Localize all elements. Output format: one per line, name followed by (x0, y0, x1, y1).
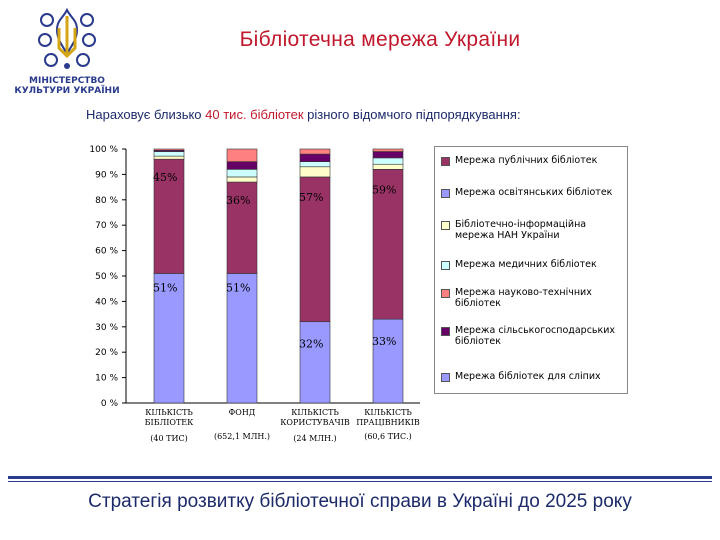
bar-segment (153, 158, 185, 274)
y-tick-label: 100 % (89, 145, 118, 155)
data-label: 36% (226, 194, 250, 207)
data-label: 45% (153, 171, 177, 184)
category-sublabel: (60,6 ТИС.) (364, 432, 412, 441)
bar-segment (226, 273, 258, 404)
y-tick-label: 90 % (95, 170, 118, 180)
bar-segment (372, 169, 404, 320)
legend-swatch (441, 189, 450, 198)
ministry-line-1: МІНІСТЕРСТВО (29, 76, 105, 86)
bar-segment (153, 148, 185, 151)
footer-divider (8, 476, 712, 479)
bar-segment (299, 321, 331, 404)
bar-segment (226, 176, 258, 183)
category-label: КІЛЬКІСТЬ (291, 408, 339, 417)
category-label: ФОНД (229, 408, 256, 417)
legend-label: Мережа бібліотек для сліпих (455, 371, 601, 382)
legend-swatch (441, 157, 450, 166)
bar-segment (299, 166, 331, 178)
ministry-name: МІНІСТЕРСТВО КУЛЬТУРИ УКРАЇНИ (12, 76, 122, 96)
category-sublabel: (24 МЛН.) (293, 434, 336, 443)
legend-swatch (441, 289, 450, 298)
legend-swatch (441, 327, 450, 336)
y-tick-label: 10 % (95, 374, 118, 384)
category-label: КОРИСТУВАЧІВ (280, 418, 350, 427)
bar-segment (299, 148, 331, 155)
legend-label: Мережа публічних бібліотек (455, 155, 598, 166)
subtitle-after: різного відомчого підпорядкування: (303, 107, 521, 122)
category-label: КІЛЬКІСТЬ (364, 408, 412, 417)
data-label: 57% (299, 191, 323, 204)
legend-label: Мережа сільськогосподарських бібліотек (455, 325, 616, 347)
bar-segment (226, 181, 258, 274)
subtitle-highlight: 40 тис. бібліотек (205, 107, 304, 122)
category-sublabel: (40 ТИС) (150, 434, 187, 443)
stacked-bar-chart: 0 % 10 % 20 % 30 % 40 % 50 % 60 % 70 % 80 % 90 % 1… (80, 137, 642, 455)
ministry-logo: МІНІСТЕРСТВО КУЛЬТУРИ УКРАЇНИ (12, 6, 122, 100)
data-label: 32% (299, 338, 323, 351)
ministry-line-2: КУЛЬТУРИ УКРАЇНИ (14, 86, 120, 96)
category-label: БІБЛІОТЕК (145, 418, 194, 427)
footer-divider-thin (8, 481, 712, 482)
data-label: 59% (372, 183, 396, 196)
y-tick-label: 40 % (95, 297, 118, 307)
category-label: КІЛЬКІСТЬ (145, 408, 193, 417)
legend-swatch (441, 261, 450, 270)
legend-swatch (441, 373, 450, 382)
bar-segment (372, 151, 404, 159)
legend-label: Мережа освітянських бібліотек (455, 187, 613, 198)
data-label: 33% (372, 335, 396, 348)
y-tick-label: 60 % (95, 247, 118, 257)
bar-segment (299, 161, 331, 168)
bar-segment (299, 153, 331, 162)
category-sublabel: (652,1 МЛН.) (214, 432, 270, 441)
data-label: 51% (226, 281, 250, 294)
bar-segment (153, 155, 185, 160)
chart-canvas: 0 % 10 % 20 % 30 % 40 % 50 % 60 % 70 % 80 % 90 % 1… (89, 145, 420, 443)
bar-segment (372, 318, 404, 404)
legend-label: Мережа науково-технічних бібліотек (455, 287, 592, 309)
data-label: 51% (153, 281, 177, 294)
bar-segment (226, 161, 258, 170)
bar-segment (372, 148, 404, 152)
y-tick-label: 50 % (95, 272, 118, 282)
legend-swatch (441, 221, 450, 230)
bar-segment (226, 169, 258, 178)
bar-segment (153, 151, 185, 157)
y-tick-label: 0 % (101, 399, 119, 409)
bar-segment (372, 163, 404, 170)
bar-segment (372, 157, 404, 165)
chart-legend: Мережа публічних бібліотек Мережа освітян… (434, 146, 628, 394)
legend-label: Бібліотечно-інформаційна мережа НАН Укра… (455, 219, 587, 241)
y-tick-label: 20 % (95, 348, 118, 358)
category-label: ПРАЦІВНИКІВ (356, 418, 420, 427)
tryzub-emblem-icon (38, 7, 96, 69)
page-subtitle: Нараховує близько 40 тис. бібліотек різн… (86, 107, 696, 122)
y-tick-label: 70 % (95, 221, 118, 231)
page-title: Бібліотечна мережа України (239, 28, 521, 51)
bar-segment (226, 148, 258, 162)
y-tick-label: 30 % (95, 323, 118, 333)
legend-label: Мережа медичних бібліотек (455, 259, 597, 270)
footer-text: Стратегія розвитку бібліотечної справи в… (88, 491, 632, 512)
y-tick-label: 80 % (95, 196, 118, 206)
subtitle-before: Нараховує близько (86, 107, 206, 122)
bar-segment (299, 176, 331, 323)
bar-segment (153, 273, 185, 404)
